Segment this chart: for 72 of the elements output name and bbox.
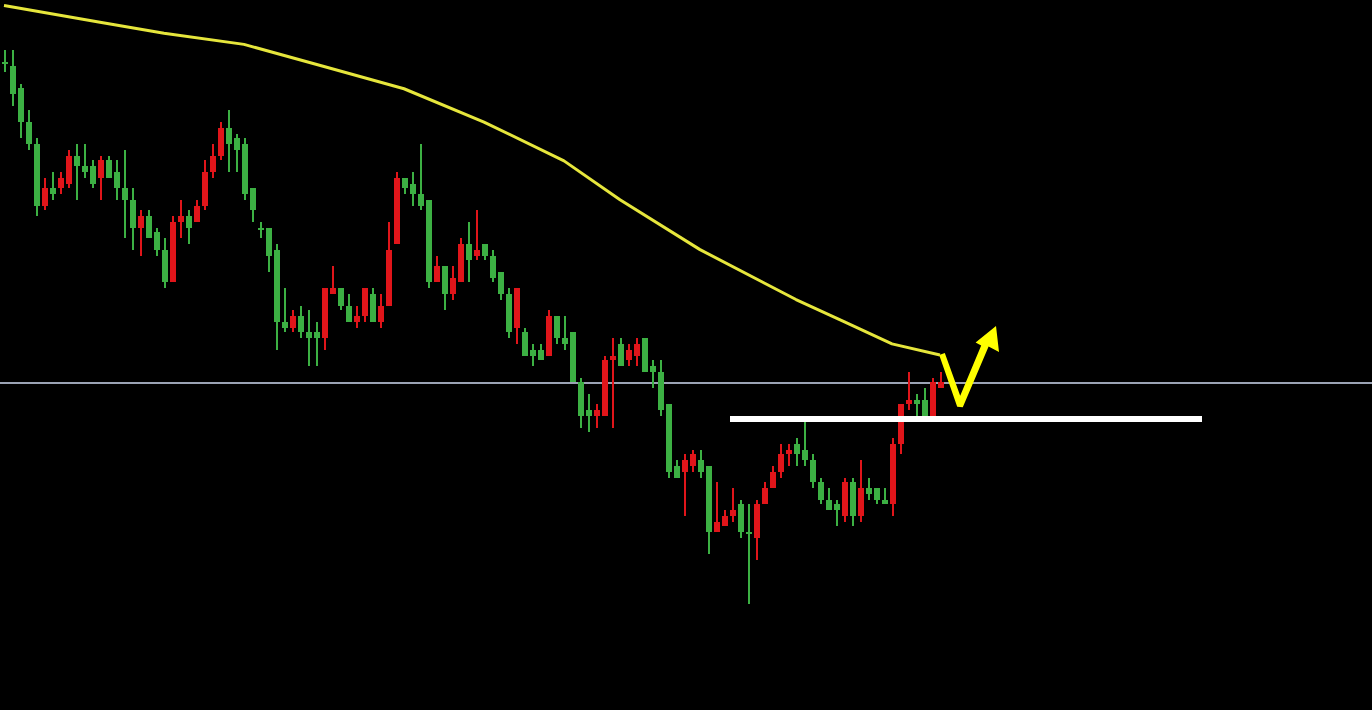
- candlestick: [738, 500, 744, 538]
- candlestick: [362, 288, 368, 322]
- candlestick: [482, 244, 488, 260]
- candlestick: [202, 160, 208, 210]
- candlestick: [226, 110, 232, 172]
- candlestick: [890, 438, 896, 516]
- candlestick: [162, 238, 168, 288]
- candlestick: [210, 144, 216, 178]
- candlestick: [2, 50, 8, 72]
- candlestick: [754, 500, 760, 560]
- candlestick: [802, 422, 808, 466]
- candlestick: [914, 394, 920, 416]
- candlestick: [906, 372, 912, 410]
- candlestick: [618, 338, 624, 366]
- candlestick: [714, 482, 720, 532]
- candlestick: [138, 210, 144, 256]
- candlestick: [842, 478, 848, 522]
- candlestick: [434, 256, 440, 282]
- candlestick: [474, 210, 480, 260]
- candlestick: [682, 454, 688, 516]
- candlestick: [866, 478, 872, 500]
- candlestick: [122, 150, 128, 238]
- candlestick: [778, 444, 784, 478]
- candlestick: [186, 210, 192, 244]
- candlestick: [818, 478, 824, 504]
- candlestick: [546, 310, 552, 356]
- candlestick: [218, 122, 224, 160]
- candlestick: [370, 288, 376, 322]
- candlestick: [770, 466, 776, 488]
- candlestick: [930, 378, 936, 416]
- candlestick: [882, 488, 888, 504]
- candlestick: [610, 338, 616, 428]
- candlestick: [634, 338, 640, 366]
- candlestick: [850, 478, 856, 526]
- candlestick: [306, 310, 312, 366]
- candlestick: [858, 460, 864, 522]
- candlestick: [178, 200, 184, 238]
- candlestick: [514, 288, 520, 344]
- candlestick: [194, 200, 200, 222]
- candlestick: [378, 294, 384, 328]
- candlestick: [538, 344, 544, 360]
- candlestick: [170, 216, 176, 282]
- candlestick: [98, 156, 104, 200]
- candlestick: [394, 172, 400, 244]
- candlestick: [26, 110, 32, 150]
- candlestick: [354, 306, 360, 328]
- candlestick: [810, 454, 816, 488]
- candlestick: [626, 344, 632, 366]
- candlestick: [298, 306, 304, 338]
- candlestick: [746, 504, 752, 604]
- candlestick: [554, 316, 560, 344]
- candlestick: [922, 388, 928, 416]
- candlestick: [730, 488, 736, 522]
- candlestick: [786, 444, 792, 466]
- candlestick: [762, 482, 768, 504]
- candlestick: [74, 144, 80, 200]
- candlestick: [338, 288, 344, 310]
- candlestick: [114, 160, 120, 200]
- candlestick: [34, 138, 40, 216]
- candlestick: [466, 222, 472, 282]
- candlestick: [578, 378, 584, 428]
- candlestick: [282, 288, 288, 332]
- candlestick: [50, 172, 56, 200]
- candlestick: [346, 294, 352, 322]
- candlestick: [66, 150, 72, 188]
- candlestick: [386, 222, 392, 306]
- candlestick: [42, 178, 48, 210]
- candlestick: [290, 310, 296, 332]
- candlestick: [506, 288, 512, 338]
- candlestick: [410, 172, 416, 206]
- candlestick: [130, 188, 136, 250]
- candlestick: [442, 266, 448, 310]
